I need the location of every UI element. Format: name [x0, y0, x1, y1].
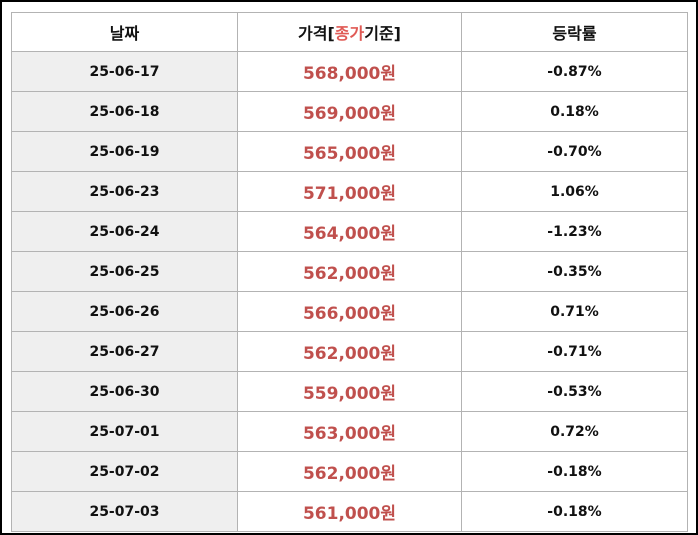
header-date: 날짜 [11, 12, 238, 52]
date-cell: 25-06-17 [11, 51, 238, 92]
header-price-prefix: 가격[ [298, 24, 335, 43]
price-cell: 571,000원 [237, 171, 462, 212]
price-table: 날짜 가격[종가기준] 등락률 25-06-17 568,000원 -0.87%… [11, 12, 688, 532]
table-row: 25-06-19 565,000원 -0.70% [11, 131, 688, 172]
date-cell: 25-07-01 [11, 411, 238, 452]
table-row: 25-06-30 559,000원 -0.53% [11, 371, 688, 412]
change-cell: -0.71% [461, 331, 688, 372]
change-cell: -0.70% [461, 131, 688, 172]
change-cell: 0.72% [461, 411, 688, 452]
header-change: 등락률 [461, 12, 688, 52]
change-cell: 0.18% [461, 91, 688, 132]
price-cell: 562,000원 [237, 451, 462, 492]
price-cell: 562,000원 [237, 251, 462, 292]
table-row: 25-06-25 562,000원 -0.35% [11, 251, 688, 292]
header-row: 날짜 가격[종가기준] 등락률 [11, 12, 688, 52]
date-cell: 25-06-27 [11, 331, 238, 372]
date-cell: 25-07-03 [11, 491, 238, 532]
table-row: 25-07-03 561,000원 -0.18% [11, 491, 688, 532]
table-row: 25-06-27 562,000원 -0.71% [11, 331, 688, 372]
date-cell: 25-06-23 [11, 171, 238, 212]
change-cell: -1.23% [461, 211, 688, 252]
table-row: 25-07-01 563,000원 0.72% [11, 411, 688, 452]
price-cell: 562,000원 [237, 331, 462, 372]
change-cell: 0.71% [461, 291, 688, 332]
table-row: 25-06-17 568,000원 -0.87% [11, 51, 688, 92]
date-cell: 25-06-30 [11, 371, 238, 412]
table-row: 25-06-24 564,000원 -1.23% [11, 211, 688, 252]
header-price: 가격[종가기준] [237, 12, 462, 52]
header-price-highlight: 종가 [334, 24, 365, 43]
change-cell: -0.35% [461, 251, 688, 292]
date-cell: 25-06-24 [11, 211, 238, 252]
price-cell: 568,000원 [237, 51, 462, 92]
price-cell: 565,000원 [237, 131, 462, 172]
change-cell: 1.06% [461, 171, 688, 212]
change-cell: -0.18% [461, 491, 688, 532]
price-cell: 569,000원 [237, 91, 462, 132]
change-cell: -0.87% [461, 51, 688, 92]
date-cell: 25-06-18 [11, 91, 238, 132]
change-cell: -0.53% [461, 371, 688, 412]
table-row: 25-06-23 571,000원 1.06% [11, 171, 688, 212]
date-cell: 25-06-26 [11, 291, 238, 332]
price-cell: 561,000원 [237, 491, 462, 532]
price-cell: 559,000원 [237, 371, 462, 412]
table-row: 25-07-02 562,000원 -0.18% [11, 451, 688, 492]
date-cell: 25-06-25 [11, 251, 238, 292]
price-cell: 566,000원 [237, 291, 462, 332]
price-cell: 564,000원 [237, 211, 462, 252]
price-cell: 563,000원 [237, 411, 462, 452]
table-row: 25-06-26 566,000원 0.71% [11, 291, 688, 332]
change-cell: -0.18% [461, 451, 688, 492]
table-row: 25-06-18 569,000원 0.18% [11, 91, 688, 132]
header-price-suffix: 기준] [364, 24, 401, 43]
date-cell: 25-07-02 [11, 451, 238, 492]
date-cell: 25-06-19 [11, 131, 238, 172]
